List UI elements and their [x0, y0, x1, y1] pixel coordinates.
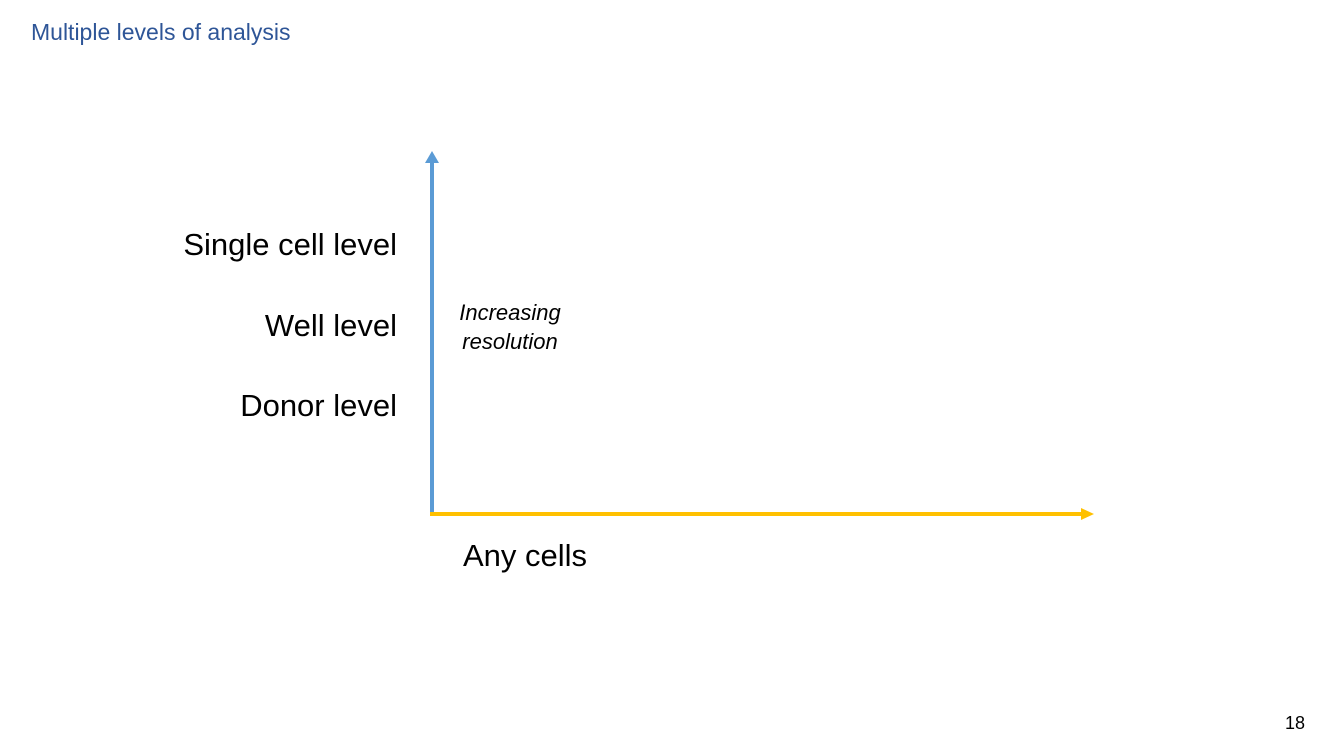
level-label-donor: Donor level: [240, 388, 397, 423]
y-axis-arrowhead: [425, 151, 439, 163]
level-label-single-cell: Single cell level: [183, 227, 397, 262]
level-label-well: Well level: [264, 308, 397, 343]
y-axis-note: Increasing resolution: [440, 298, 580, 356]
slide-title: Multiple levels of analysis: [31, 19, 291, 45]
page-number: 18: [1284, 713, 1305, 733]
y-axis-note-line-1: Increasing: [459, 300, 561, 325]
y-axis-note-line-2: resolution: [462, 329, 558, 354]
x-axis-label: Any cells: [463, 538, 588, 573]
x-axis-arrowhead: [1081, 508, 1094, 520]
